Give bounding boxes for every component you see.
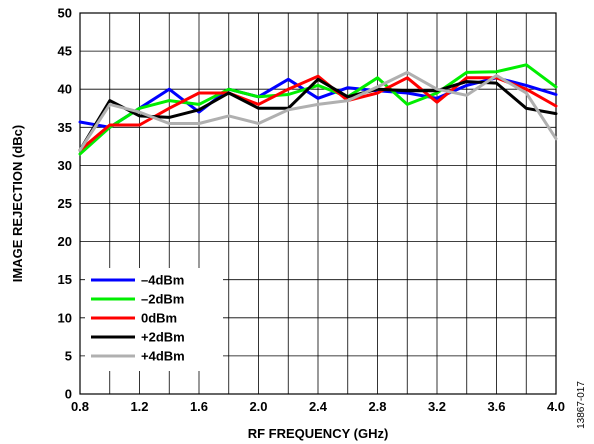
x-tick-label: 3.2 <box>428 399 446 414</box>
x-axis-title: RF FREQUENCY (GHz) <box>248 426 389 441</box>
series-line <box>78 70 558 152</box>
series-line <box>78 74 558 152</box>
y-tick-label: 10 <box>58 310 72 325</box>
series-line <box>78 63 558 156</box>
legend-label: –4dBm <box>141 273 184 288</box>
x-axis-ticks: 0.8 1.2 1.6 2.0 2.4 2.8 3.2 3.6 4.0 <box>71 399 565 414</box>
legend-label: –2dBm <box>141 292 184 307</box>
y-tick-label: 25 <box>58 196 72 211</box>
x-tick-label: 2.0 <box>249 399 267 414</box>
y-tick-label: 0 <box>65 387 72 402</box>
y-tick-label: 40 <box>58 82 72 97</box>
series-line <box>78 77 558 152</box>
legend-label: +4dBm <box>141 349 185 364</box>
x-tick-label: 3.6 <box>487 399 505 414</box>
y-tick-label: 30 <box>58 158 72 173</box>
y-tick-label: 50 <box>58 6 72 21</box>
legend-label: +2dBm <box>141 330 185 345</box>
x-tick-label: 2.8 <box>368 399 386 414</box>
y-tick-label: 5 <box>65 348 72 363</box>
series-lines <box>78 63 558 156</box>
y-axis-title: IMAGE REJECTION (dBc) <box>10 125 25 282</box>
x-tick-label: 1.6 <box>190 399 208 414</box>
figure-id: 13867-017 <box>576 381 587 429</box>
legend-label: 0dBm <box>141 311 177 326</box>
y-tick-label: 15 <box>58 272 72 287</box>
x-tick-label: 4.0 <box>547 399 565 414</box>
y-axis-ticks: 0 5 10 15 20 25 30 35 40 45 50 <box>58 6 72 402</box>
y-tick-label: 20 <box>58 234 72 249</box>
y-tick-label: 45 <box>58 44 72 59</box>
x-tick-label: 1.2 <box>130 399 148 414</box>
plot-frame <box>79 12 557 395</box>
legend: –4dBm –2dBm 0dBm +2dBm +4dBm <box>85 268 223 371</box>
x-tick-label: 2.4 <box>309 399 328 414</box>
y-tick-label: 35 <box>58 120 72 135</box>
x-tick-label: 0.8 <box>71 399 89 414</box>
